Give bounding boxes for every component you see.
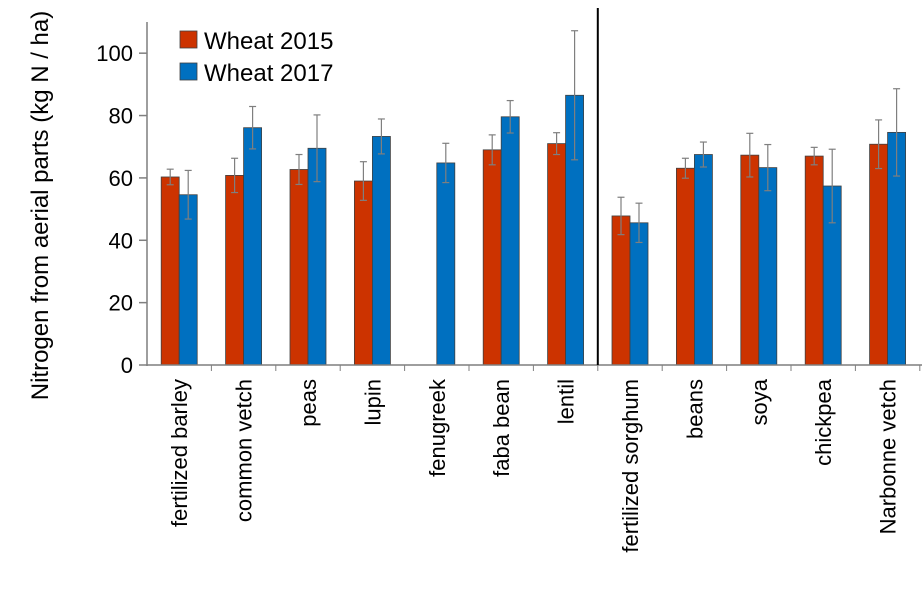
category-label: faba bean (489, 379, 514, 477)
bar (869, 143, 888, 366)
bar (371, 136, 391, 366)
category-label: lentil (554, 379, 579, 424)
category-label: lupin (360, 379, 385, 425)
y-tick-label: 80 (109, 104, 133, 129)
category-label: fertilized sorghum (618, 379, 643, 553)
legend-label: Wheat 2015 (204, 28, 333, 55)
category-label: fenugreek (425, 378, 450, 477)
bar (178, 194, 198, 366)
y-tick-label: 20 (109, 291, 133, 316)
category-label: chickpea (811, 378, 836, 466)
legend-label: Wheat 2017 (204, 60, 333, 87)
y-tick-label: 100 (96, 41, 133, 66)
category-label: common vetch (232, 379, 257, 522)
bar (740, 154, 760, 366)
y-axis-title: Nitrogen from aerial parts (kg N / ha) (27, 11, 54, 400)
bar (289, 169, 309, 366)
bar (500, 116, 520, 366)
y-tick-label: 40 (109, 228, 133, 253)
legend: Wheat 2015 Wheat 2017 (179, 28, 333, 87)
category-label: soya (747, 378, 772, 425)
bars-group (160, 30, 906, 366)
y-tick-label: 0 (121, 353, 133, 378)
bar (482, 149, 502, 366)
bar (758, 167, 778, 366)
category-label: Narbonne vetch (876, 379, 901, 534)
category-label: peas (296, 379, 321, 427)
bar (611, 215, 631, 366)
bar (225, 175, 245, 366)
axes-group: 0 20 40 60 80 100 (96, 8, 922, 378)
bar (160, 176, 180, 366)
legend-swatch (179, 30, 198, 49)
category-labels: fertilized barley common vetch peas lupin fe… (167, 378, 900, 553)
bar (694, 154, 713, 366)
bar (353, 180, 373, 366)
legend-swatch (179, 62, 198, 81)
bar (676, 167, 695, 366)
bar (804, 155, 824, 366)
category-label: fertilized barley (167, 379, 192, 527)
bar (243, 127, 263, 366)
bar (629, 222, 649, 366)
y-tick-label: 60 (109, 166, 133, 191)
category-label: beans (682, 379, 707, 439)
bar (436, 162, 456, 366)
bar (547, 143, 566, 366)
